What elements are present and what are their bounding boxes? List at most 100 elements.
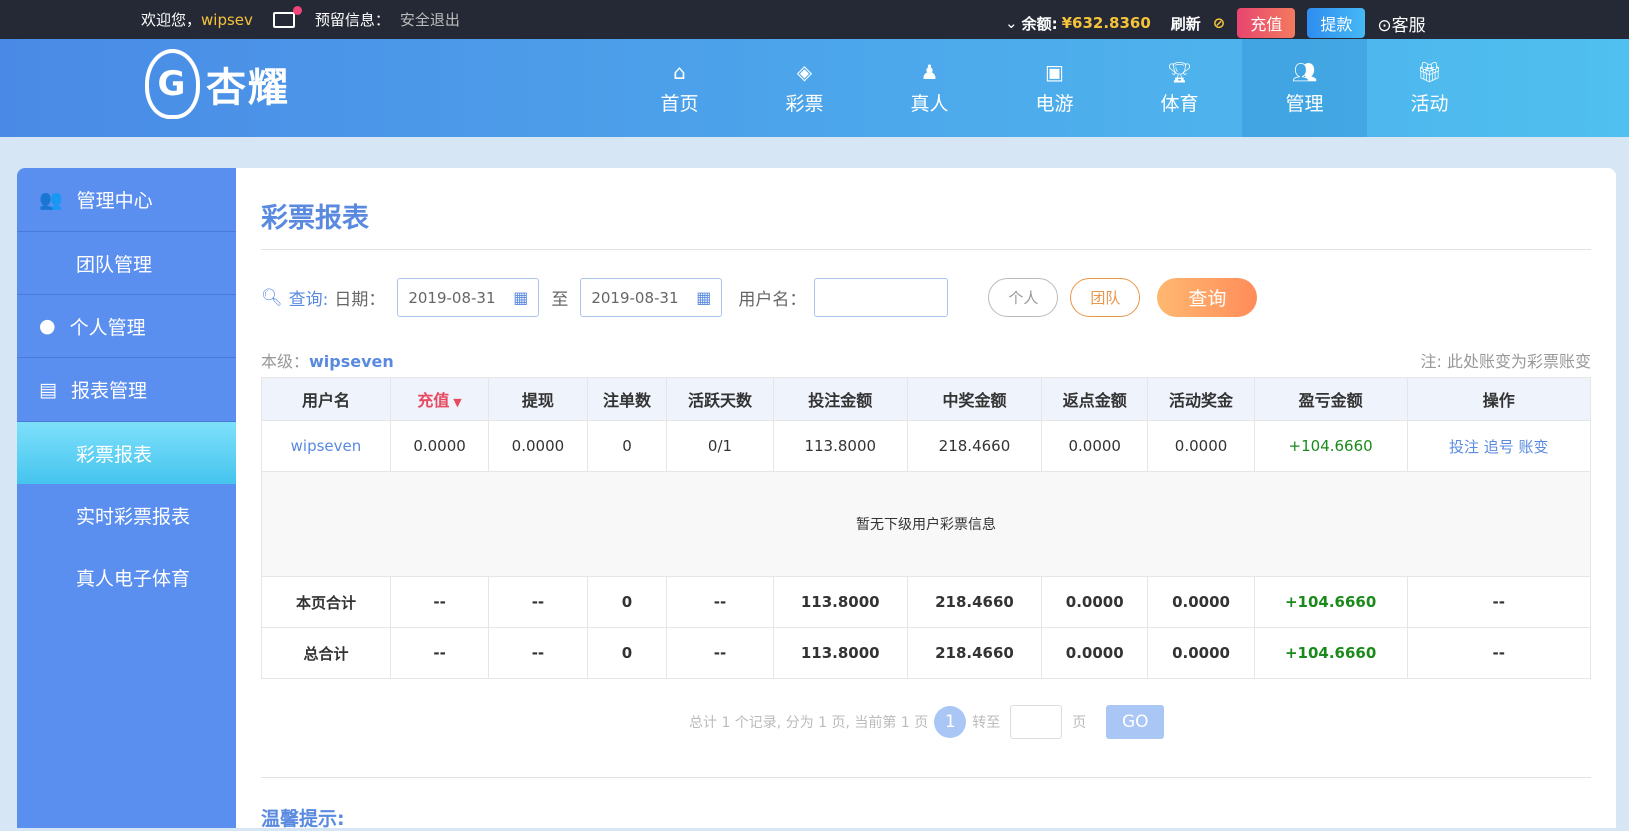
empty-message: 暂无下级用户彩票信息	[261, 471, 1591, 577]
cell: --	[666, 627, 774, 679]
balance-label: 余额:	[1021, 14, 1058, 33]
cell: 113.8000	[772, 627, 908, 679]
table-row: wipseven 0.0000 0.0000 0 0/1 113.8000 218.4660…	[261, 420, 1592, 472]
lottery-icon: ◈	[796, 59, 813, 84]
date-to-value: 2019-08-31	[591, 288, 679, 307]
team-button[interactable]: 团队	[1070, 278, 1141, 317]
chat-icon: ⊙	[1377, 15, 1392, 36]
sidebar-item-lottery-report[interactable]: 彩票报表	[17, 422, 236, 484]
column-header: 注单数	[586, 377, 668, 421]
cell: --	[666, 576, 774, 628]
page-1-button[interactable]: 1	[934, 706, 967, 738]
date-label: 日期：	[334, 290, 386, 310]
column-header: 用户名	[261, 377, 391, 421]
service-label: 客服	[1391, 15, 1426, 36]
user-icon: ●	[39, 315, 56, 337]
chevron-down-icon[interactable]: ⌄	[1005, 14, 1018, 32]
cell: --	[488, 627, 588, 679]
header-label: 注单数	[602, 391, 651, 410]
nav-item-3[interactable]: ▣ 电游	[992, 39, 1117, 137]
calendar-icon[interactable]: ▦	[513, 288, 529, 307]
go-button[interactable]: GO	[1106, 705, 1165, 739]
page-number-input[interactable]	[1010, 705, 1063, 739]
level-label: 本级：	[261, 352, 310, 371]
action-link[interactable]: 追号	[1483, 437, 1514, 456]
username[interactable]: wipsev	[201, 10, 253, 29]
gift-icon: 🎁︎	[1416, 59, 1443, 84]
column-header: 活动奖金	[1147, 377, 1255, 421]
nav-item-1[interactable]: ◈ 彩票	[742, 39, 867, 137]
cell: 218.4660	[906, 420, 1043, 472]
search-icon: 🔍︎	[261, 287, 283, 308]
sidebar-item-realtime-lottery-report[interactable]: 实时彩票报表	[76, 505, 191, 528]
report-table: 用户名 充值 ▼ 提现 注单数 活跃天数 投注金额 中奖金额 返点金额 活动奖金 盈亏金额 操作 w…	[261, 377, 1592, 679]
sidebar: 👥 管理中心 团队管理 ● 个人管理 ▤ 报表管理 彩票报表 实时彩票报表 真人电子体…	[17, 168, 236, 828]
cell: 0.0000	[389, 420, 490, 472]
summary-row: 总合计 -- -- 0 -- 113.8000 218.4660 0.0000 0.0000 +1…	[261, 627, 1592, 679]
cell: 0.0000	[1147, 627, 1255, 679]
trophy-icon: 🏆︎	[1166, 59, 1193, 84]
document-icon: ▤	[39, 378, 57, 401]
column-header: 盈亏金额	[1253, 377, 1408, 421]
action-link[interactable]: 账变	[1518, 437, 1549, 456]
cell: 0.0000	[1041, 420, 1149, 472]
logo[interactable]: G 杏耀	[145, 49, 290, 119]
content-panel: 彩票报表 🔍︎ 查询: 日期： 2019-08-31 ▦ 至 2019-08-31…	[236, 168, 1616, 830]
cell: --	[1406, 576, 1592, 628]
nav-item-6[interactable]: 🎁︎ 活动	[1367, 39, 1492, 137]
cell: --	[389, 627, 490, 679]
search-button[interactable]: 查询	[1157, 278, 1258, 317]
username-input[interactable]	[814, 278, 949, 317]
divider	[261, 777, 1591, 778]
logout-link[interactable]: 安全退出	[399, 11, 460, 29]
date-from-value: 2019-08-31	[408, 288, 496, 307]
sidebar-group-personal[interactable]: ● 个人管理	[17, 294, 236, 358]
nav-item-4[interactable]: 🏆︎ 体育	[1117, 39, 1242, 137]
eye-slash-icon[interactable]: ⊘	[1212, 14, 1226, 32]
column-header[interactable]: 充值 ▼	[389, 377, 490, 421]
cell: 0.0000	[1041, 576, 1149, 628]
nav-label: 真人	[910, 92, 949, 115]
current-level: 本级：wipseven	[261, 348, 394, 372]
nav-item-2[interactable]: ♟ 真人	[867, 39, 992, 137]
pager-summary: 总计 1 个记录, 分为 1 页, 当前第 1 页	[689, 715, 929, 731]
cell: 0	[586, 420, 668, 472]
users-icon: 👥︎	[1291, 59, 1318, 84]
sidebar-group-reports[interactable]: ▤ 报表管理	[17, 358, 236, 422]
column-header: 返点金额	[1041, 377, 1149, 421]
cell[interactable]: wipseven	[261, 420, 391, 472]
cell: 0.0000	[1041, 627, 1149, 679]
date-to-input[interactable]: 2019-08-31 ▦	[580, 278, 723, 317]
cell: +104.6660	[1253, 576, 1408, 628]
sidebar-group-label: 管理中心	[76, 190, 153, 212]
cell: 0/1	[666, 420, 774, 472]
cell: +104.6660	[1253, 420, 1408, 472]
nav-label: 电游	[1035, 92, 1074, 115]
sidebar-item-live-egame-sports[interactable]: 真人电子体育	[76, 567, 191, 590]
action-link[interactable]: 投注	[1448, 437, 1479, 456]
slot-machine-icon: ▣	[1045, 59, 1064, 84]
cell: 本页合计	[261, 576, 391, 628]
nav-label: 体育	[1160, 92, 1199, 115]
header-label: 活跃天数	[687, 391, 752, 410]
personal-button[interactable]: 个人	[988, 278, 1059, 317]
page-title: 彩票报表	[261, 203, 369, 234]
nav-item-5[interactable]: 👥︎ 管理	[1242, 39, 1367, 137]
sort-down-icon[interactable]: ▼	[449, 396, 462, 409]
calendar-icon[interactable]: ▦	[696, 288, 712, 307]
sidebar-item-team[interactable]: 团队管理	[76, 253, 153, 276]
cell: --	[1406, 627, 1592, 679]
header-label: 操作	[1482, 391, 1515, 410]
date-from-input[interactable]: 2019-08-31 ▦	[397, 278, 540, 317]
header-label: 返点金额	[1062, 391, 1127, 410]
mail-icon[interactable]	[272, 5, 302, 28]
sidebar-group-management-center[interactable]: 👥 管理中心	[17, 168, 236, 232]
sidebar-group-label: 个人管理	[69, 316, 146, 339]
nav-item-0[interactable]: ⌂ 首页	[617, 39, 742, 137]
cell: 0.0000	[488, 420, 588, 472]
users-icon: 👥	[39, 189, 63, 211]
withdraw-button[interactable]: 提款	[1307, 8, 1366, 38]
recharge-button[interactable]: 充值	[1237, 8, 1296, 38]
refresh-button[interactable]: 刷新	[1170, 14, 1201, 33]
customer-service-button[interactable]: ⊙客服	[1377, 11, 1425, 36]
